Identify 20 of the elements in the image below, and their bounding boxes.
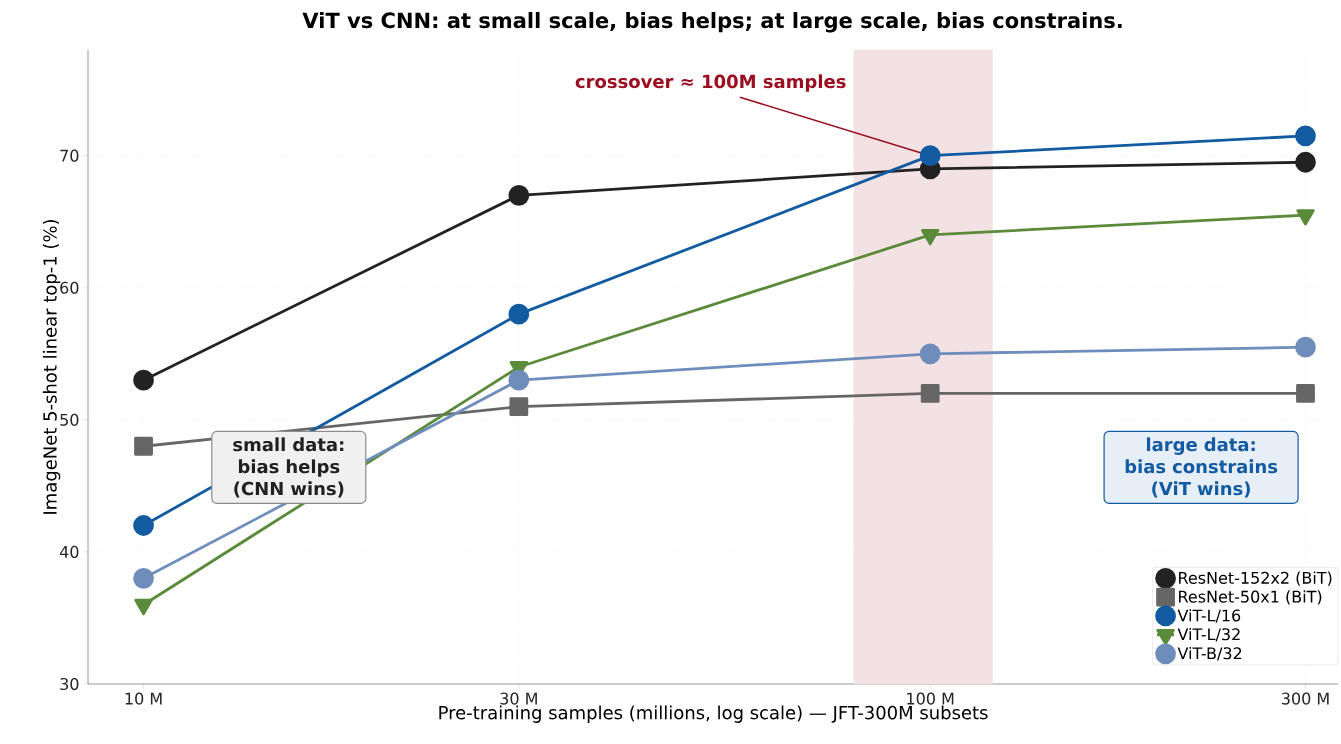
legend-label: ViT-L/32 xyxy=(1177,627,1240,642)
legend-label: ResNet-152x2 (BiT) xyxy=(1179,571,1332,586)
y-tick-label: 40 xyxy=(59,545,79,558)
legend-label: ViT-L/16 xyxy=(1177,609,1241,623)
annotation: crossover ≈ 100M samples xyxy=(575,74,846,92)
y-tick-label: 70 xyxy=(60,149,79,162)
y-axis-title: ImageNet 5-shot linear top-1 (%) xyxy=(42,219,61,514)
x-axis-title: Pre-training samples (millions, log scale) — JFT-300M subsets xyxy=(439,705,988,723)
x-tick-label: 10 M xyxy=(125,692,162,705)
annotation: large data: bias constrains (ViT wins) xyxy=(1125,437,1278,498)
y-tick-label: 30 xyxy=(60,677,79,691)
legend-label: ResNet-50x1 (BiT) xyxy=(1179,590,1322,605)
x-tick-label: 100 M xyxy=(907,692,954,705)
legend-label: ViT-B/32 xyxy=(1177,646,1242,661)
chart-title: ViT vs CNN: at small scale, bias helps; at large scale, bias constrains. xyxy=(302,12,1122,33)
y-tick-label: 50 xyxy=(60,413,79,426)
x-tick-label: 30 M xyxy=(500,692,537,705)
y-tick-label: 60 xyxy=(60,281,79,294)
x-tick-label: 300 M xyxy=(1282,692,1329,705)
annotation: small data: bias helps (CNN wins) xyxy=(233,437,344,498)
